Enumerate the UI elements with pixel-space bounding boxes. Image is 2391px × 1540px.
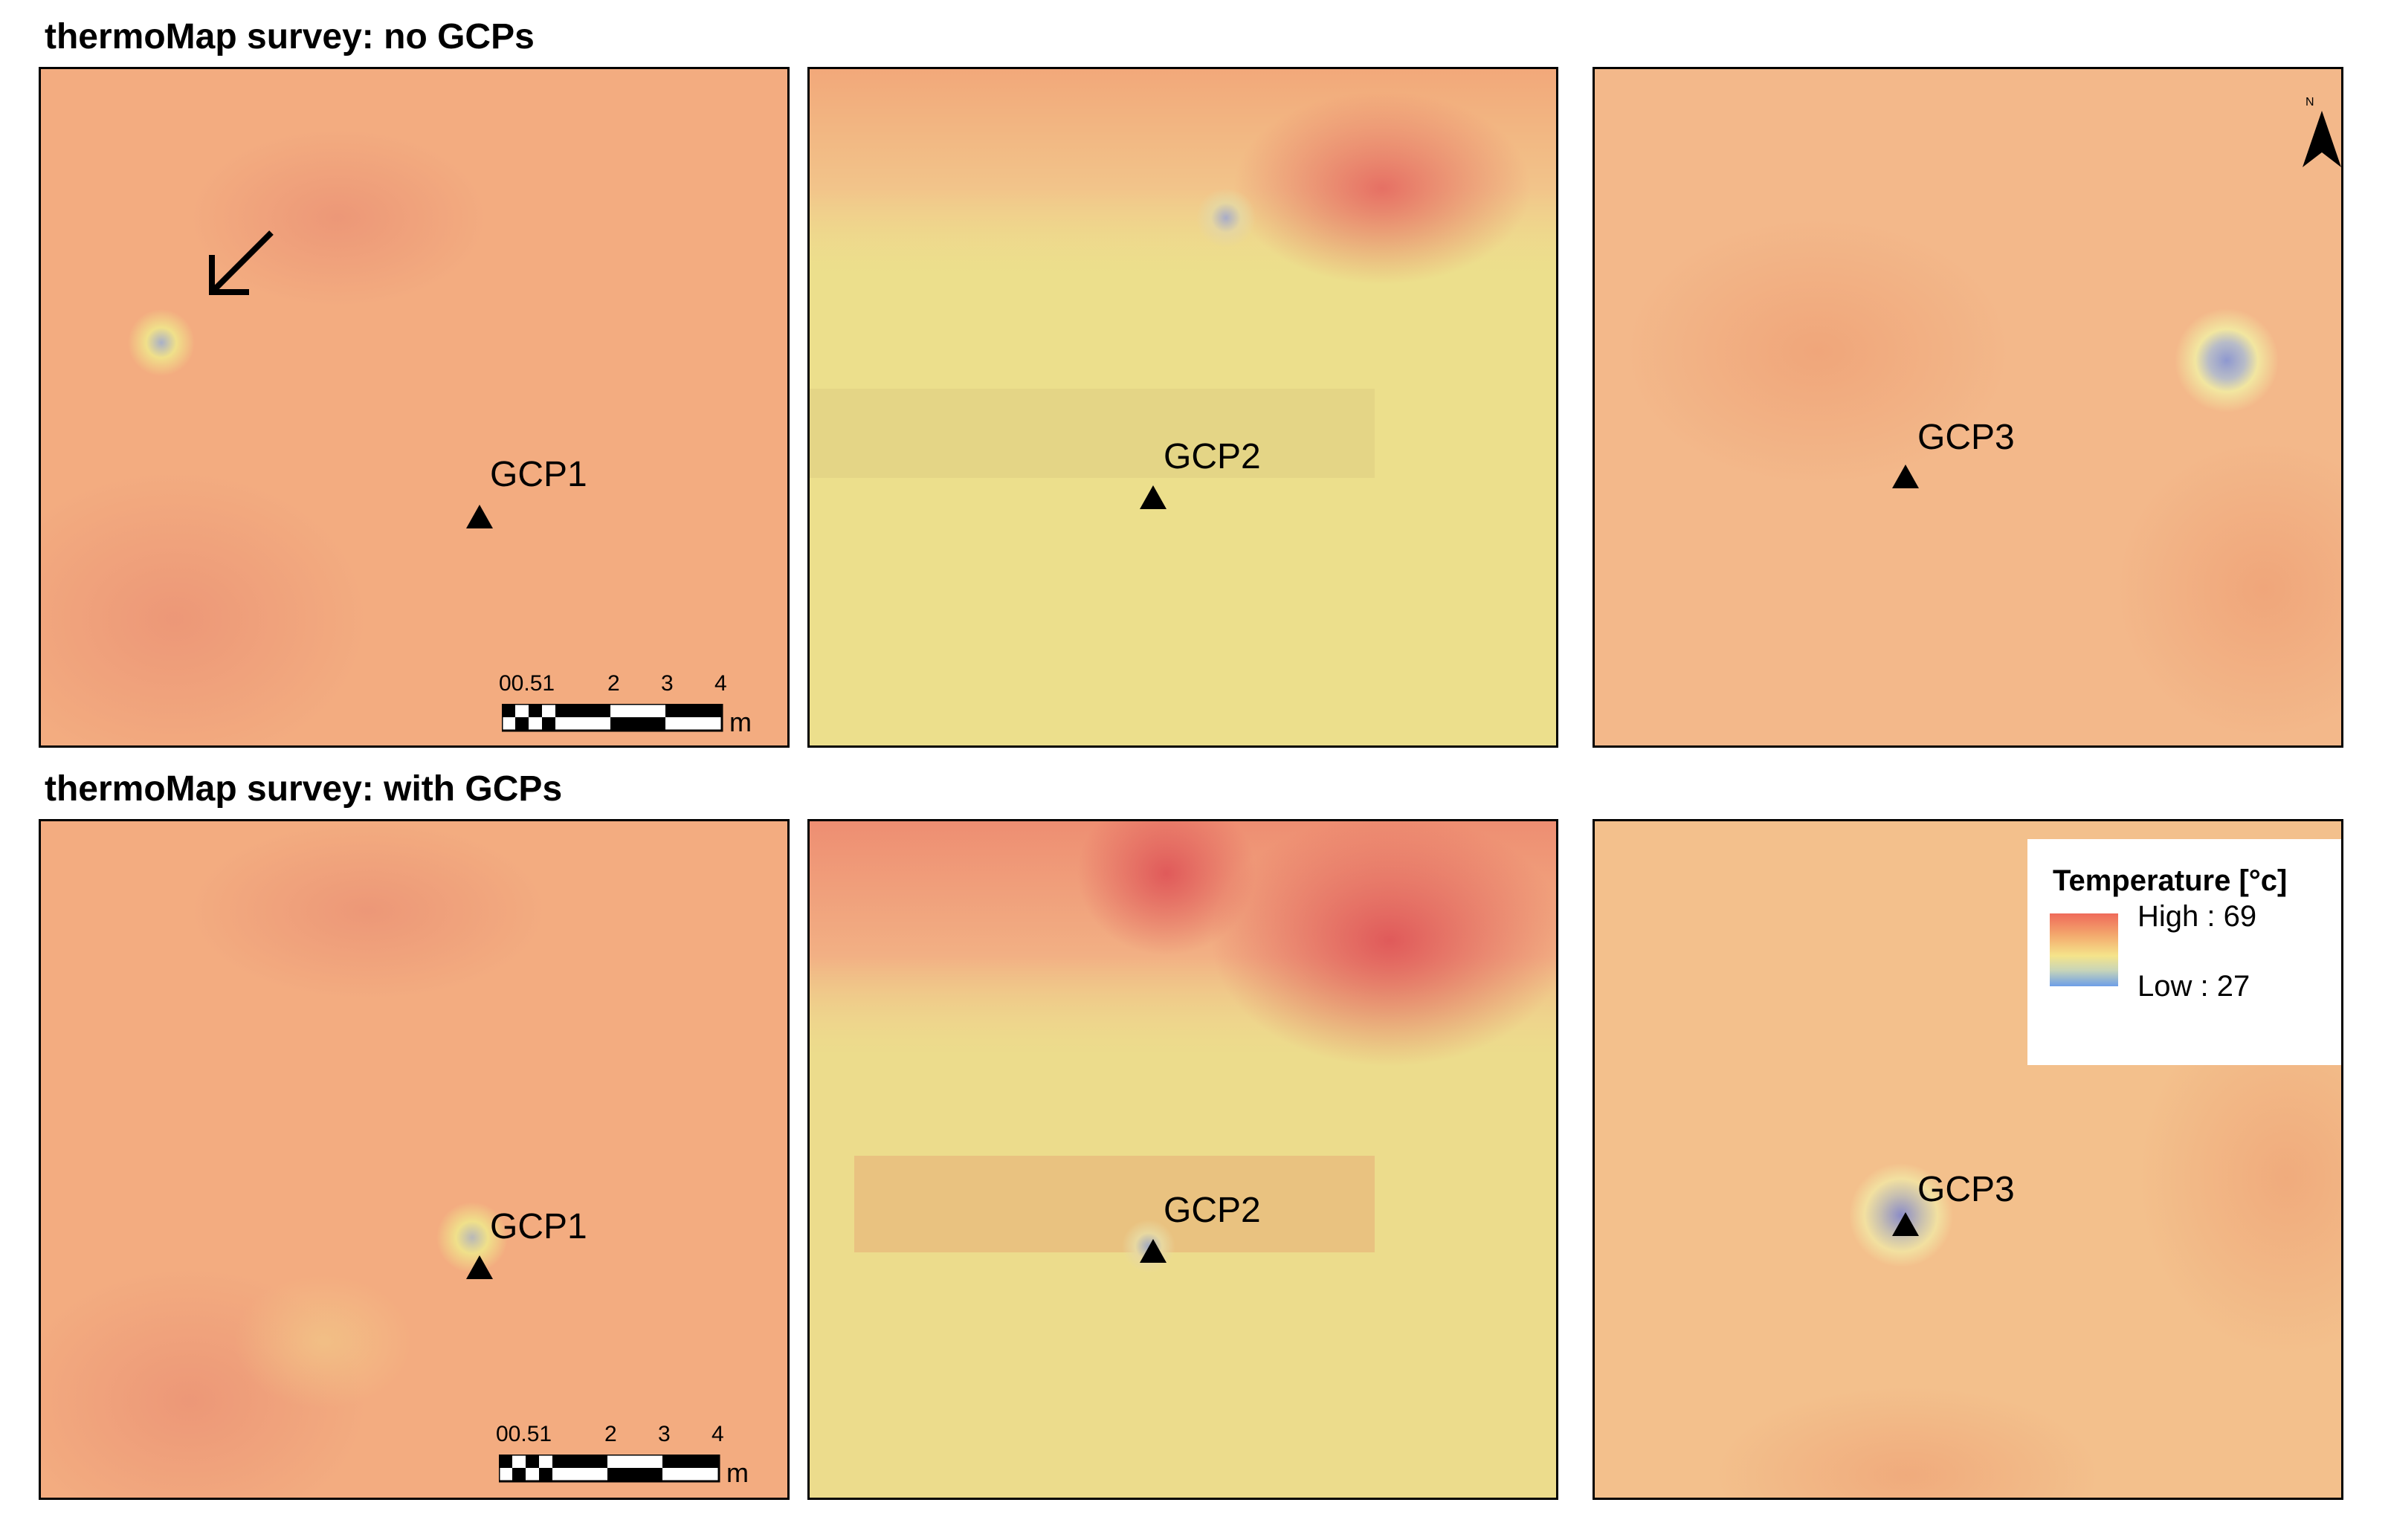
thermal-texture bbox=[41, 129, 487, 745]
scale-tick: 3 bbox=[661, 671, 674, 696]
gcp-triangle-icon bbox=[466, 1255, 493, 1279]
gcp-label: GCP3 bbox=[1917, 1170, 2015, 1209]
scale-unit: m bbox=[726, 1458, 749, 1488]
legend-color-ramp bbox=[2050, 913, 2118, 986]
scale-unit: m bbox=[729, 707, 752, 737]
gcp-triangle-icon bbox=[1140, 485, 1167, 509]
map-panel-gcp2-with-gcps: GCP2 bbox=[807, 819, 1558, 1500]
map-panel-gcp3-with-gcps: GCP3 Temperature [°c] High : 69 Low : 27 bbox=[1593, 819, 2343, 1500]
gcp-triangle-icon bbox=[466, 505, 493, 528]
legend-low-label: Low : 27 bbox=[2137, 970, 2250, 1003]
thermal-texture bbox=[41, 821, 546, 1498]
scale-tick: 00.51 bbox=[496, 1422, 552, 1446]
gcp-triangle-icon bbox=[1892, 465, 1919, 488]
scale-bar-graphic bbox=[499, 1455, 720, 1483]
north-arrow-label: N bbox=[2306, 96, 2314, 109]
gcp-label: GCP1 bbox=[490, 455, 587, 494]
legend-high-label: High : 69 bbox=[2137, 900, 2257, 933]
gcp-label: GCP1 bbox=[490, 1207, 587, 1246]
arrow-pointer-icon bbox=[209, 230, 274, 295]
row-title-with-gcps: thermoMap survey: with GCPs bbox=[45, 769, 563, 809]
legend-title: Temperature [°c] bbox=[2053, 864, 2288, 897]
scale-tick: 00.51 bbox=[499, 671, 555, 696]
row-title-no-gcps: thermoMap survey: no GCPs bbox=[45, 17, 535, 56]
gcp-label: GCP2 bbox=[1164, 1191, 1261, 1230]
map-panel-gcp1-with-gcps: GCP1 00.51 2 3 4 m bbox=[39, 819, 790, 1500]
map-panel-gcp1-no-gcps: GCP1 00.51 2 3 4 m bbox=[39, 67, 790, 748]
temperature-legend: Temperature [°c] High : 69 Low : 27 bbox=[2027, 839, 2341, 1065]
scale-tick: 4 bbox=[712, 1422, 724, 1446]
thermal-texture bbox=[810, 821, 1556, 1498]
north-arrow-shape bbox=[2303, 111, 2341, 167]
thermal-texture bbox=[810, 69, 1556, 745]
map-panel-gcp2-no-gcps: GCP2 bbox=[807, 67, 1558, 748]
gcp-triangle-icon bbox=[1140, 1239, 1167, 1263]
gcp-label: GCP2 bbox=[1164, 437, 1261, 476]
scale-bar-graphic bbox=[502, 704, 723, 732]
scale-tick: 2 bbox=[604, 1422, 617, 1446]
gcp-label: GCP3 bbox=[1917, 418, 2015, 457]
scale-tick: 2 bbox=[607, 671, 620, 696]
gcp-triangle-icon bbox=[1892, 1212, 1919, 1236]
scale-tick: 3 bbox=[658, 1422, 671, 1446]
thermal-texture bbox=[1714, 1000, 2341, 1498]
scale-tick: 4 bbox=[714, 671, 727, 696]
map-panel-gcp3-no-gcps: GCP3 N bbox=[1593, 67, 2343, 748]
thermal-texture bbox=[1624, 218, 2341, 738]
